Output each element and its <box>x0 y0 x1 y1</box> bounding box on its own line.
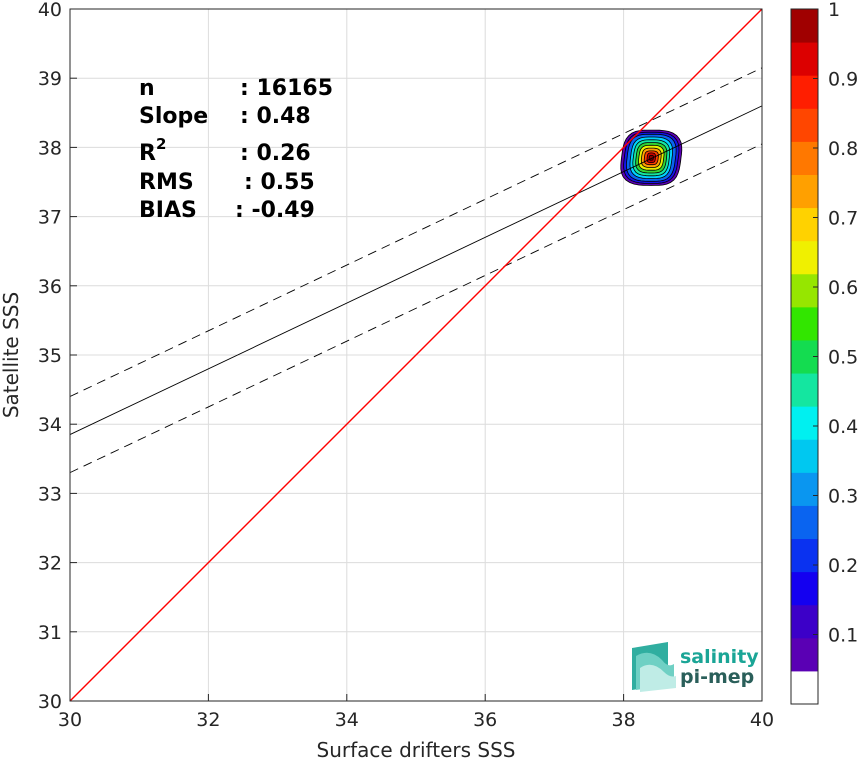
x-axis-label: Surface drifters SSS <box>317 738 516 762</box>
stat-value: : 0.48 <box>240 104 311 129</box>
stat-label: n <box>139 76 155 101</box>
colorbar-band <box>791 240 818 275</box>
colorbar-band <box>791 670 818 705</box>
fit-lines <box>69 8 763 702</box>
y-tick-label: 39 <box>38 68 62 90</box>
stat-label-superscript: 2 <box>156 135 166 153</box>
stat-value: : 16165 <box>240 76 333 101</box>
stat-value: : 0.26 <box>240 141 311 166</box>
colorbar-band <box>791 42 818 76</box>
colorbar-band <box>791 439 818 473</box>
colorbar-bands <box>791 9 818 705</box>
colorbar-tick-label: 0.9 <box>828 69 858 91</box>
colorbar-band <box>791 571 818 606</box>
y-tick-label: 36 <box>38 276 62 298</box>
y-tick-label: 31 <box>38 622 62 644</box>
logo-text-pi-mep: pi-mep <box>680 666 754 688</box>
density-contours <box>620 129 683 186</box>
statistics-box: n : 16165 Slope : 0.48 R 2 : 0.26 RMS : 0.55 BIAS… <box>139 76 333 223</box>
colorbar-tick-label: 0.5 <box>828 347 858 369</box>
x-tick-label: 36 <box>473 709 497 731</box>
y-tick-label: 35 <box>38 345 62 367</box>
y-tick-label: 34 <box>38 414 62 436</box>
colorbar-band <box>791 108 818 142</box>
colorbar: 0.1 0.2 0.3 0.4 0.5 0.6 0.7 0.8 0.9 1 <box>790 0 858 705</box>
colorbar-band <box>791 604 818 639</box>
colorbar-tick-label: 0.1 <box>828 625 858 647</box>
y-tick-label: 37 <box>38 207 62 229</box>
regression-line <box>69 105 763 435</box>
colorbar-band <box>791 306 818 341</box>
upper-bound-dashed-line <box>69 67 763 397</box>
colorbar-band <box>791 472 818 506</box>
colorbar-tick-label: 1 <box>828 0 840 21</box>
x-tick-label: 32 <box>196 709 220 731</box>
y-axis-ticks: 30 31 32 33 34 35 36 37 38 39 40 <box>38 0 77 713</box>
stat-value: : 0.55 <box>244 170 315 195</box>
colorbar-ticks: 0.1 0.2 0.3 0.4 0.5 0.6 0.7 0.8 0.9 1 <box>813 0 858 647</box>
colorbar-band <box>791 9 818 43</box>
colorbar-band <box>791 273 818 308</box>
x-tick-label: 40 <box>750 709 774 731</box>
colorbar-band <box>791 207 818 242</box>
y-tick-label: 38 <box>38 137 62 159</box>
salinity-pi-mep-logo: salinity pi-mep <box>632 642 759 692</box>
y-tick-label: 33 <box>38 483 62 505</box>
y-tick-label: 30 <box>38 691 62 713</box>
logo-wave-icon <box>632 642 676 692</box>
x-tick-label: 34 <box>335 709 359 731</box>
colorbar-band <box>791 373 818 407</box>
grid-lines <box>69 8 763 702</box>
y-tick-label: 32 <box>38 553 62 575</box>
colorbar-band <box>791 174 818 209</box>
y-tick-label: 40 <box>38 0 62 21</box>
identity-line <box>69 8 763 702</box>
y-axis-label: Satellite SSS <box>0 292 23 418</box>
colorbar-band <box>791 141 818 175</box>
logo-text-salinity: salinity <box>680 646 759 668</box>
colorbar-tick-label: 0.4 <box>828 416 858 438</box>
colorbar-tick-label: 0.8 <box>828 138 858 160</box>
x-tick-label: 38 <box>612 709 636 731</box>
colorbar-tick-label: 0.7 <box>828 208 858 230</box>
x-tick-label: 30 <box>58 709 82 731</box>
colorbar-band <box>791 505 818 540</box>
colorbar-tick-label: 0.3 <box>828 486 858 508</box>
stat-value: : -0.49 <box>235 198 315 223</box>
x-axis-ticks: 30 32 34 36 38 40 <box>58 694 774 731</box>
lower-bound-dashed-line <box>69 143 763 474</box>
stat-label: R <box>139 141 156 166</box>
scatter-plot-area: 30 32 34 36 38 40 30 31 32 33 34 35 36 37 38 39 40 <box>38 0 774 731</box>
colorbar-band <box>791 406 818 440</box>
colorbar-tick-label: 0.2 <box>828 555 858 577</box>
colorbar-band <box>791 538 818 573</box>
colorbar-band <box>791 637 818 672</box>
colorbar-band <box>791 75 818 109</box>
stat-label: RMS <box>139 170 194 195</box>
stat-label: Slope <box>139 104 208 129</box>
colorbar-tick-label: 0.6 <box>828 277 858 299</box>
stat-label: BIAS <box>139 198 197 223</box>
